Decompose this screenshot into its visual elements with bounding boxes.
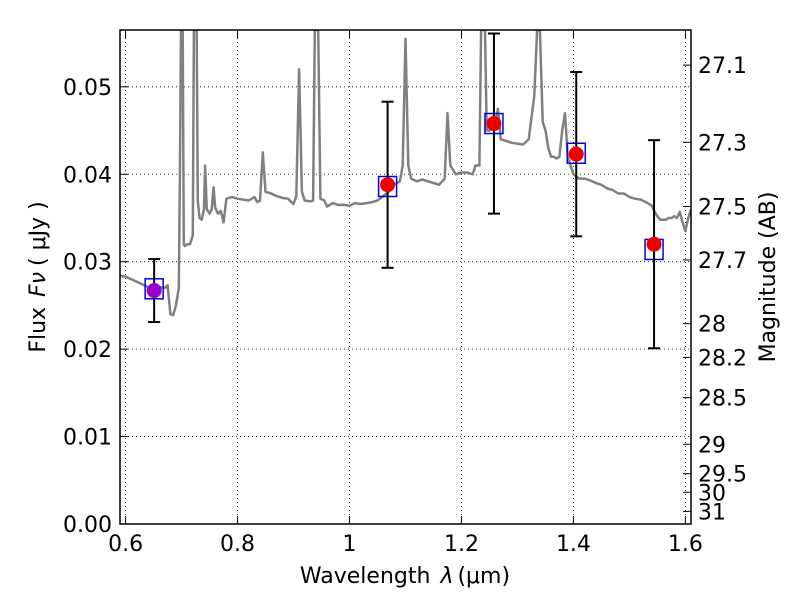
- magnitude-tick-label: 30: [698, 481, 726, 506]
- magnitude-tick-label: 27.7: [698, 249, 747, 274]
- magnitude-tick-label: 27.5: [698, 196, 747, 221]
- y-axis-label: FluxFν( μJy ): [26, 201, 51, 352]
- x-tick-label: 1.6: [668, 532, 703, 557]
- observed-point: [646, 236, 662, 252]
- x-tick-label: 0.8: [220, 532, 255, 557]
- x-tick-label: 0.6: [108, 532, 143, 557]
- magnitude-tick-label: 28.5: [698, 387, 747, 412]
- magnitude-tick-label: 27.1: [698, 54, 747, 79]
- magnitude-tick-label: 28.2: [698, 346, 747, 371]
- y-tick-label: 0.01: [63, 426, 112, 451]
- magnitude-tick-label: 29: [698, 433, 726, 458]
- observed-point: [486, 116, 502, 132]
- observed-point: [380, 177, 396, 193]
- y-tick-label: 0.05: [63, 76, 112, 101]
- y-tick-label: 0.03: [63, 251, 112, 276]
- observed-point: [146, 283, 162, 299]
- x-tick-label: 1.2: [444, 532, 479, 557]
- plot-frame: [119, 29, 692, 525]
- magnitude-tick-label: 27.3: [698, 131, 747, 156]
- x-tick-label: 1: [343, 532, 357, 557]
- model-spectrum: [120, 30, 691, 317]
- x-tick-label: 1.4: [556, 532, 591, 557]
- magnitude-tick-label: 28: [698, 313, 726, 338]
- x-axis-label: Wavelength λ (μm): [300, 564, 510, 589]
- y-tick-label: 0.00: [63, 513, 112, 538]
- magnitude-tick-label: 29.5: [698, 463, 747, 488]
- magnitude-tick-label: 31: [698, 500, 726, 525]
- magnitude-axis-label: Magnitude (AB): [756, 192, 781, 363]
- observed-points: [146, 116, 662, 299]
- y-axis-ticks: 0.00 0.01 0.02 0.03 0.04 0.05: [63, 76, 128, 538]
- x-axis-ticks: 0.6 0.8 1 1.2 1.4 1.6: [108, 30, 703, 557]
- observed-point: [568, 146, 584, 162]
- grid-lines: [120, 30, 691, 524]
- y-tick-label: 0.02: [63, 338, 112, 363]
- y-tick-label: 0.04: [63, 163, 112, 188]
- spectrum-line: [120, 30, 691, 317]
